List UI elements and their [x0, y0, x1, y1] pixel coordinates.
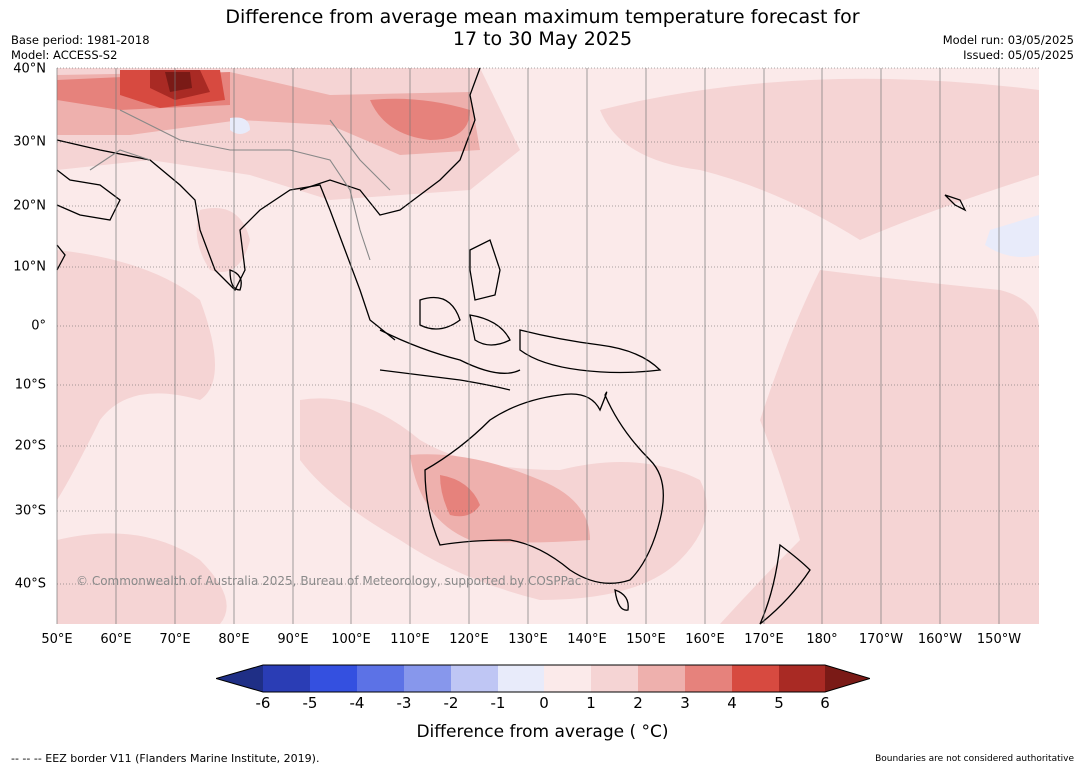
- colorbar-label: Difference from average ( °C): [416, 722, 669, 742]
- coastlines: [56, 67, 967, 625]
- colorbar-segment-5-6: [779, 665, 825, 692]
- colorbar-segment-minus6-minus5: [263, 665, 310, 692]
- lon-label-170e: 170°E: [744, 632, 784, 647]
- lon-label-110e: 110°E: [390, 632, 430, 647]
- lat-label-20n: 20°N: [13, 198, 46, 214]
- issued-date: Issued: 05/05/2025: [963, 48, 1074, 62]
- title-line-1: Difference from average mean maximum tem…: [225, 6, 860, 28]
- lon-label-160e: 160°E: [685, 632, 725, 647]
- colorbar-segment-4-5: [732, 665, 779, 692]
- colorbar-tick-0: 0: [539, 694, 549, 712]
- eez-border-note: -- -- -- EEZ border V11 (Flanders Marine…: [11, 752, 320, 765]
- lon-label-100e: 100°E: [331, 632, 371, 647]
- lat-label-10s: 10°S: [14, 377, 46, 393]
- colorbar-tick-5: 5: [774, 694, 784, 712]
- lon-label-70e: 70°E: [159, 632, 191, 647]
- lat-label-40n: 40°N: [13, 61, 46, 77]
- lon-label-180: 180°: [806, 632, 838, 647]
- colorbar-tick-minus2: -2: [443, 694, 459, 712]
- colorbar-outline: [216, 664, 870, 693]
- colorbar-tick-minus4: -4: [349, 694, 365, 712]
- lat-label-30n: 30°N: [13, 134, 46, 150]
- colorbar-segment-1-2: [591, 665, 638, 692]
- model-run: Model run: 03/05/2025: [942, 33, 1074, 47]
- colorbar-tick-minus3: -3: [396, 694, 412, 712]
- country-borders: [89, 109, 391, 261]
- colorbar-tick-minus6: -6: [255, 694, 271, 712]
- lon-label-50e: 50°E: [41, 632, 73, 647]
- meta-left: Base period: 1981-2018 Model: ACCESS-S2: [11, 33, 150, 63]
- colorbar-segment-minus2-minus1: [451, 665, 498, 692]
- lat-label-30s: 30°S: [14, 503, 46, 519]
- lon-label-90e: 90°E: [277, 632, 309, 647]
- model-name: Model: ACCESS-S2: [11, 48, 118, 62]
- lon-label-150e: 150°E: [626, 632, 666, 647]
- colorbar-segment-minus5-minus4: [310, 665, 357, 692]
- colorbar-segment-minus1-0: [498, 665, 544, 692]
- map-svg: [56, 67, 1039, 625]
- anomaly-negative-patch-tibet: [230, 117, 250, 134]
- boundaries-disclaimer: Boundaries are not considered authoritat…: [875, 754, 1074, 764]
- title-line-2: 17 to 30 May 2025: [452, 28, 633, 50]
- colorbar-tick-1: 1: [586, 694, 596, 712]
- colorbar-segment-0-1: [544, 665, 591, 692]
- colorbar-segment-lt-minus6: [216, 665, 263, 692]
- colorbar: [216, 664, 870, 693]
- colorbar-tick-3: 3: [680, 694, 690, 712]
- lat-label-20s: 20°S: [14, 438, 46, 454]
- meta-right: Model run: 03/05/2025 Issued: 05/05/2025: [943, 33, 1074, 63]
- lat-label-40s: 40°S: [14, 576, 46, 592]
- base-period: Base period: 1981-2018: [11, 33, 150, 47]
- anomaly-negative-patch-pacific: [985, 215, 1039, 258]
- lon-label-160w: 160°W: [917, 632, 963, 647]
- colorbar-segment-gt-6: [825, 665, 870, 692]
- colorbar-segment-minus4-minus3: [357, 665, 404, 692]
- lon-label-170w: 170°W: [858, 632, 904, 647]
- lat-label-0: 0°: [31, 318, 46, 334]
- lon-label-140e: 140°E: [567, 632, 607, 647]
- colorbar-tick-minus5: -5: [302, 694, 318, 712]
- colorbar-segment-2-3: [638, 665, 685, 692]
- colorbar-tick-6: 6: [820, 694, 830, 712]
- colorbar-tick-2: 2: [633, 694, 643, 712]
- longitude-gridlines: [56, 68, 1000, 624]
- chart-title: Difference from average mean maximum tem…: [0, 6, 1085, 50]
- copyright-notice: © Commonwealth of Australia 2025, Bureau…: [76, 574, 582, 588]
- lon-label-130e: 130°E: [508, 632, 548, 647]
- anomaly-6-plus-region: [165, 72, 192, 92]
- colorbar-tick-minus1: -1: [490, 694, 506, 712]
- lon-label-80e: 80°E: [218, 632, 250, 647]
- colorbar-segment-3-4: [685, 665, 732, 692]
- forecast-map: [0, 60, 1085, 634]
- colorbar-tick-4: 4: [727, 694, 737, 712]
- lon-label-120e: 120°E: [449, 632, 489, 647]
- lat-label-10n: 10°N: [13, 259, 46, 275]
- colorbar-segment-minus3-minus2: [404, 665, 451, 692]
- lon-label-150w: 150°W: [976, 632, 1022, 647]
- lon-label-60e: 60°E: [100, 632, 132, 647]
